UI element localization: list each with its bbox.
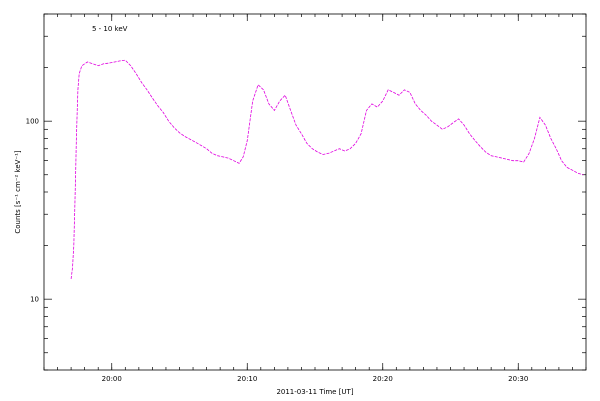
plot-frame xyxy=(43,13,587,371)
x-axis-title: 2011-03-11 Time [UT] xyxy=(276,388,353,396)
x-tick-label: 20:30 xyxy=(508,375,528,383)
x-tick-label: 20:00 xyxy=(102,375,122,383)
y-axis-title: Counts [s⁻¹ cm⁻² keV⁻¹] xyxy=(14,150,22,234)
x-tick-label: 20:10 xyxy=(237,375,257,383)
y-tick-label: 100 xyxy=(26,118,39,126)
x-tick-label: 20:20 xyxy=(373,375,393,383)
y-tick-label: 10 xyxy=(30,296,39,304)
legend-label: 5 - 10 keV xyxy=(92,25,128,33)
axis-ticks xyxy=(43,13,587,371)
series-line-5-10-kev xyxy=(70,59,584,279)
axis-tick-labels: 20:00 20:10 20:20 20:30 10 100 xyxy=(26,118,529,383)
